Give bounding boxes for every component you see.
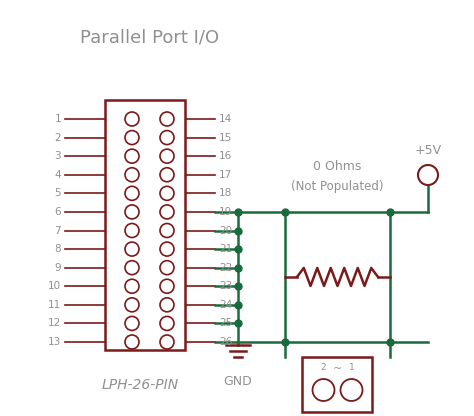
- Circle shape: [125, 149, 139, 163]
- Text: 7: 7: [55, 225, 61, 235]
- Circle shape: [125, 131, 139, 145]
- Text: 16: 16: [219, 151, 232, 161]
- Text: 22: 22: [219, 262, 232, 272]
- Text: 12: 12: [48, 318, 61, 328]
- Text: 19: 19: [219, 207, 232, 217]
- Text: Parallel Port I/O: Parallel Port I/O: [81, 29, 219, 47]
- Text: 5: 5: [55, 188, 61, 198]
- Circle shape: [160, 279, 174, 293]
- Circle shape: [160, 223, 174, 238]
- FancyBboxPatch shape: [302, 357, 373, 412]
- Text: 21: 21: [219, 244, 232, 254]
- Circle shape: [340, 379, 363, 401]
- Text: GND: GND: [224, 375, 252, 389]
- Text: 15: 15: [219, 133, 232, 143]
- Circle shape: [125, 168, 139, 182]
- Text: 23: 23: [219, 281, 232, 291]
- Text: 6: 6: [55, 207, 61, 217]
- Text: 2: 2: [55, 133, 61, 143]
- Text: LPH-26-PIN: LPH-26-PIN: [101, 378, 179, 392]
- Text: (Not Populated): (Not Populated): [291, 181, 384, 193]
- Circle shape: [312, 379, 335, 401]
- Text: 3: 3: [55, 151, 61, 161]
- FancyBboxPatch shape: [105, 100, 185, 350]
- Circle shape: [160, 112, 174, 126]
- Text: 8: 8: [55, 244, 61, 254]
- Circle shape: [160, 149, 174, 163]
- Circle shape: [125, 261, 139, 275]
- Text: 2: 2: [321, 362, 326, 371]
- Circle shape: [125, 317, 139, 330]
- Text: 24: 24: [219, 300, 232, 310]
- Circle shape: [160, 242, 174, 256]
- Circle shape: [160, 261, 174, 275]
- Text: +5V: +5V: [414, 144, 442, 157]
- Circle shape: [160, 317, 174, 330]
- Text: ~: ~: [333, 364, 342, 374]
- Circle shape: [160, 335, 174, 349]
- Text: 14: 14: [219, 114, 232, 124]
- Text: 11: 11: [48, 300, 61, 310]
- Text: 0 Ohms: 0 Ohms: [313, 161, 362, 173]
- Circle shape: [125, 298, 139, 312]
- Circle shape: [125, 205, 139, 219]
- Text: 10: 10: [48, 281, 61, 291]
- Text: 26: 26: [219, 337, 232, 347]
- Circle shape: [125, 186, 139, 201]
- Circle shape: [125, 242, 139, 256]
- Circle shape: [125, 223, 139, 238]
- Text: 1: 1: [348, 362, 355, 371]
- Circle shape: [160, 168, 174, 182]
- Circle shape: [160, 205, 174, 219]
- Text: 17: 17: [219, 170, 232, 180]
- Text: 4: 4: [55, 170, 61, 180]
- Text: 20: 20: [219, 225, 232, 235]
- Text: 13: 13: [48, 337, 61, 347]
- Text: 9: 9: [55, 262, 61, 272]
- Circle shape: [125, 279, 139, 293]
- Circle shape: [125, 335, 139, 349]
- Circle shape: [160, 186, 174, 201]
- Circle shape: [125, 112, 139, 126]
- Text: 1: 1: [55, 114, 61, 124]
- Circle shape: [160, 298, 174, 312]
- Circle shape: [160, 131, 174, 145]
- Text: 25: 25: [219, 318, 232, 328]
- Circle shape: [418, 165, 438, 185]
- Text: 18: 18: [219, 188, 232, 198]
